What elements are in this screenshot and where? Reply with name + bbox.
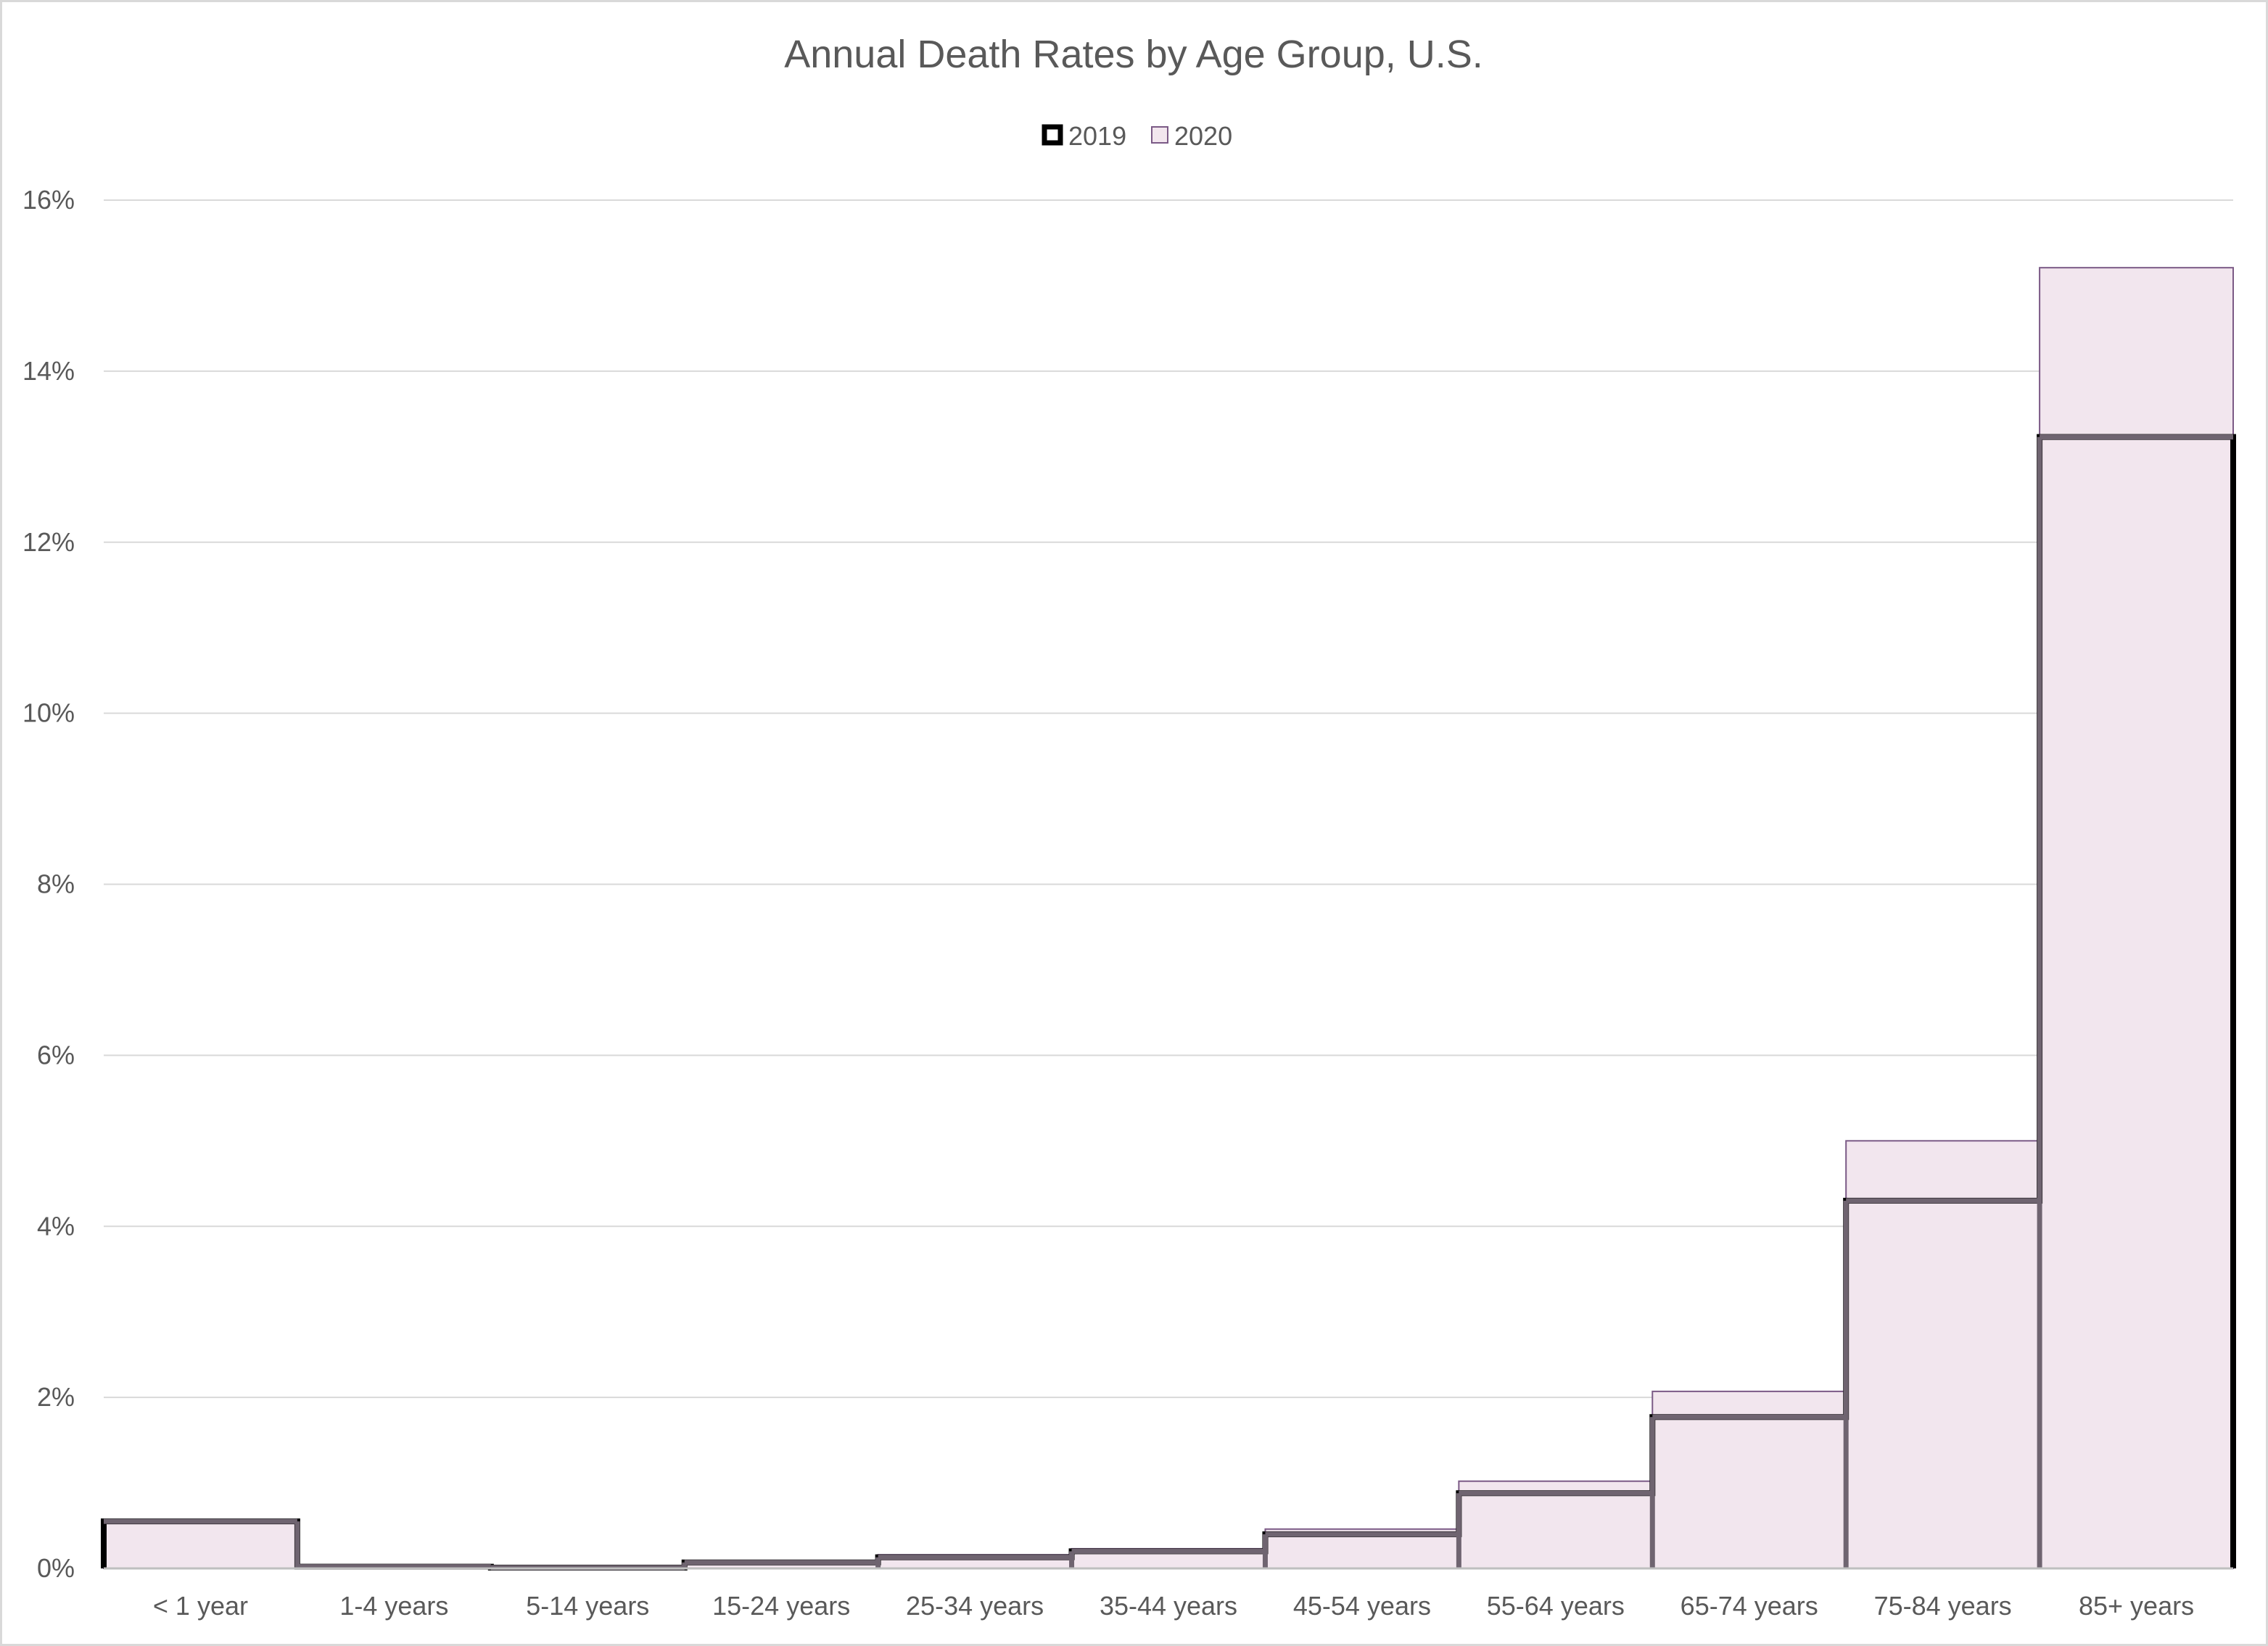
x-tick-label: < 1 year (153, 1591, 248, 1621)
bar-2020 (2039, 267, 2234, 1569)
x-tick-label: 25-34 years (906, 1591, 1044, 1621)
x-tick-label: 85+ years (2079, 1591, 2194, 1621)
y-tick-label: 10% (22, 698, 75, 728)
y-tick-label: 6% (37, 1040, 75, 1070)
y-tick-label: 2% (37, 1382, 75, 1412)
series-2020-bars (103, 267, 2234, 1570)
chart-title: Annual Death Rates by Age Group, U.S. (784, 33, 1483, 76)
y-tick-label: 0% (37, 1553, 75, 1583)
y-axis-tick-labels: 0% 2% 4% 6% 8% 10% 12% 14% 16% (22, 185, 75, 1583)
legend-swatch-2019 (1042, 124, 1063, 146)
x-tick-label: 1-4 years (339, 1591, 448, 1621)
y-tick-label: 4% (37, 1211, 75, 1241)
x-tick-label: 75-84 years (1874, 1591, 2012, 1621)
legend: 2019 2020 (1042, 121, 1232, 151)
y-tick-label: 8% (37, 869, 75, 899)
y-tick-label: 14% (22, 356, 75, 386)
x-tick-label: 5-14 years (526, 1591, 649, 1621)
legend-label-2019: 2019 (1068, 121, 1126, 151)
bar-2020 (103, 1522, 298, 1570)
legend-swatch-2020 (1151, 126, 1168, 144)
gridlines (104, 199, 2233, 1399)
x-tick-label: 45-54 years (1293, 1591, 1431, 1621)
x-tick-label: 35-44 years (1100, 1591, 1237, 1621)
bar-2020 (1845, 1140, 2041, 1569)
y-tick-label: 16% (22, 185, 75, 215)
x-tick-label: 65-74 years (1681, 1591, 1818, 1621)
x-axis-tick-labels: < 1 year 1-4 years 5-14 years 15-24 years 25… (153, 1591, 2194, 1621)
x-tick-label: 15-24 years (712, 1591, 850, 1621)
y-tick-label: 12% (22, 527, 75, 557)
bar-2020 (1651, 1390, 1847, 1570)
legend-label-2020: 2020 (1174, 121, 1232, 151)
x-tick-label: 55-64 years (1487, 1591, 1625, 1621)
